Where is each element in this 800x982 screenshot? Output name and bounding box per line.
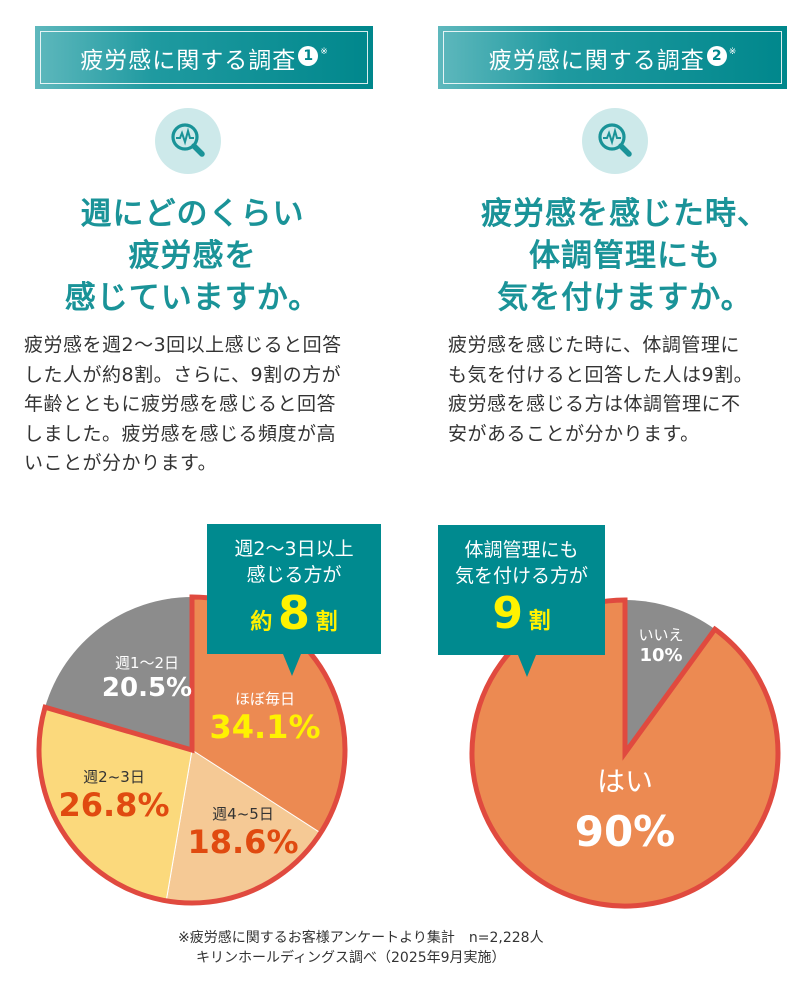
magnifier-pulse-icon: [155, 108, 221, 174]
description-line: も気を付けると回答した人は9割。: [448, 363, 754, 386]
magnifier-pulse-icon: [582, 108, 648, 174]
callout-value: 9: [492, 588, 524, 639]
slice-percent: 18.6%: [187, 823, 299, 861]
slice-category: いいえ: [638, 626, 684, 644]
survey1-note-mark: ※: [320, 46, 328, 57]
slice-label-yes: はい 90%: [560, 762, 690, 862]
callout-line: 体調管理にも: [464, 539, 579, 561]
headline-line: 気を付けますか。: [497, 280, 753, 316]
footnote: ※疲労感に関するお客様アンケートより集計 n=2,228人 キリンホールディング…: [178, 928, 544, 968]
survey2-headline: 疲労感を感じた時、 体調管理にも 気を付けますか。: [440, 193, 800, 319]
slice-label-weekly-4-5: 週4~5日 18.6%: [183, 803, 303, 860]
slice-percent: 90%: [574, 807, 676, 856]
description-line: した人が約8割。さらに、9割の方が: [24, 363, 342, 386]
survey2-note-mark: ※: [728, 46, 737, 57]
description-line: しました。疲労感を感じる頻度が高: [24, 422, 337, 445]
footnote-line: ※疲労感に関するお客様アンケートより集計 n=2,228人: [178, 930, 544, 946]
description-line: 疲労感を感じる方は体調管理に不: [448, 393, 741, 415]
description-line: 疲労感を週2～3回以上感じると回答: [24, 334, 342, 356]
callout-line: 気を付ける方が: [454, 565, 588, 587]
slice-label-no: いいえ 10%: [626, 624, 696, 667]
slice-category: 週2~3日: [83, 768, 145, 786]
survey1-headline: 週にどのくらい 疲労感を 感じていますか。: [30, 193, 355, 319]
slice-percent: 34.1%: [209, 708, 321, 746]
survey2-callout: 体調管理にも 気を付ける方が 9 割: [438, 525, 605, 677]
pie-slice-no: [625, 600, 715, 753]
survey2-banner-frame: 疲労感に関する調査 2 ※: [443, 31, 782, 84]
slice-category: ほぼ毎日: [234, 690, 295, 708]
survey1-banner-title: 疲労感に関する調査: [80, 47, 297, 74]
survey2-banner-title: 疲労感に関する調査: [488, 47, 705, 74]
survey1-pie-chart: [36, 594, 348, 906]
survey2-number-badge: 2: [706, 45, 727, 66]
callout-prefix: 約: [250, 610, 273, 635]
pie-slice-weekly-1-2: [45, 597, 192, 750]
description-line: 年齢とともに疲労感を感じると回答: [24, 393, 337, 415]
callout-value: 8: [277, 586, 310, 640]
survey1-number-badge: 1: [298, 45, 319, 66]
callout-value-row: 9 割: [438, 589, 605, 648]
slice-percent: 20.5%: [101, 673, 193, 703]
callout-tail: [518, 655, 536, 677]
survey1-callout: 週2～3日以上 感じる方が 約 8 割: [207, 524, 381, 676]
headline-line: 感じていますか。: [64, 280, 321, 316]
headline-line: 週にどのくらい: [80, 196, 305, 232]
slice-label-weekly-2-3: 週2~3日 26.8%: [44, 766, 184, 823]
callout-suffix: 割: [315, 610, 338, 635]
survey1-banner: 疲労感に関する調査 1 ※: [35, 26, 373, 89]
callout-value-row: 約 8 割: [207, 588, 381, 649]
callout-line: 感じる方が: [246, 564, 342, 586]
survey2-pie-chart: [469, 597, 781, 909]
survey1-banner-frame: 疲労感に関する調査 1 ※: [40, 31, 368, 84]
slice-label-almost-daily: ほぼ毎日 34.1%: [205, 688, 325, 745]
footnote-line: キリンホールディングス調べ（2025年9月実施）: [196, 950, 506, 966]
callout-suffix: 割: [528, 609, 551, 634]
headline-line: 体調管理にも: [529, 238, 721, 274]
description-line: 安があることが分かります。: [448, 422, 700, 445]
slice-category: はい: [596, 765, 653, 798]
headline-line: 疲労感を感じた時、: [481, 196, 769, 232]
survey1-description: 疲労感を週2～3回以上感じると回答 した人が約8割。さらに、9割の方が 年齢とと…: [24, 331, 394, 479]
callout-line: 週2～3日以上: [234, 538, 354, 560]
slice-label-weekly-1-2: 週1～2日 20.5%: [92, 652, 202, 703]
headline-line: 疲労感を: [128, 238, 257, 274]
slice-category: 週4~5日: [212, 805, 274, 823]
description-line: いことが分かります。: [24, 452, 218, 474]
slice-percent: 26.8%: [58, 786, 170, 824]
survey2-description: 疲労感を感じた時に、体調管理に も気を付けると回答した人は9割。 疲労感を感じる…: [448, 331, 798, 449]
slice-percent: 10%: [639, 645, 683, 666]
survey2-banner: 疲労感に関する調査 2 ※: [438, 26, 787, 89]
slice-category: 週1～2日: [114, 654, 180, 672]
description-line: 疲労感を感じた時に、体調管理に: [448, 334, 740, 356]
pie-slice-almost-daily: [192, 597, 346, 833]
callout-tail: [283, 654, 301, 676]
